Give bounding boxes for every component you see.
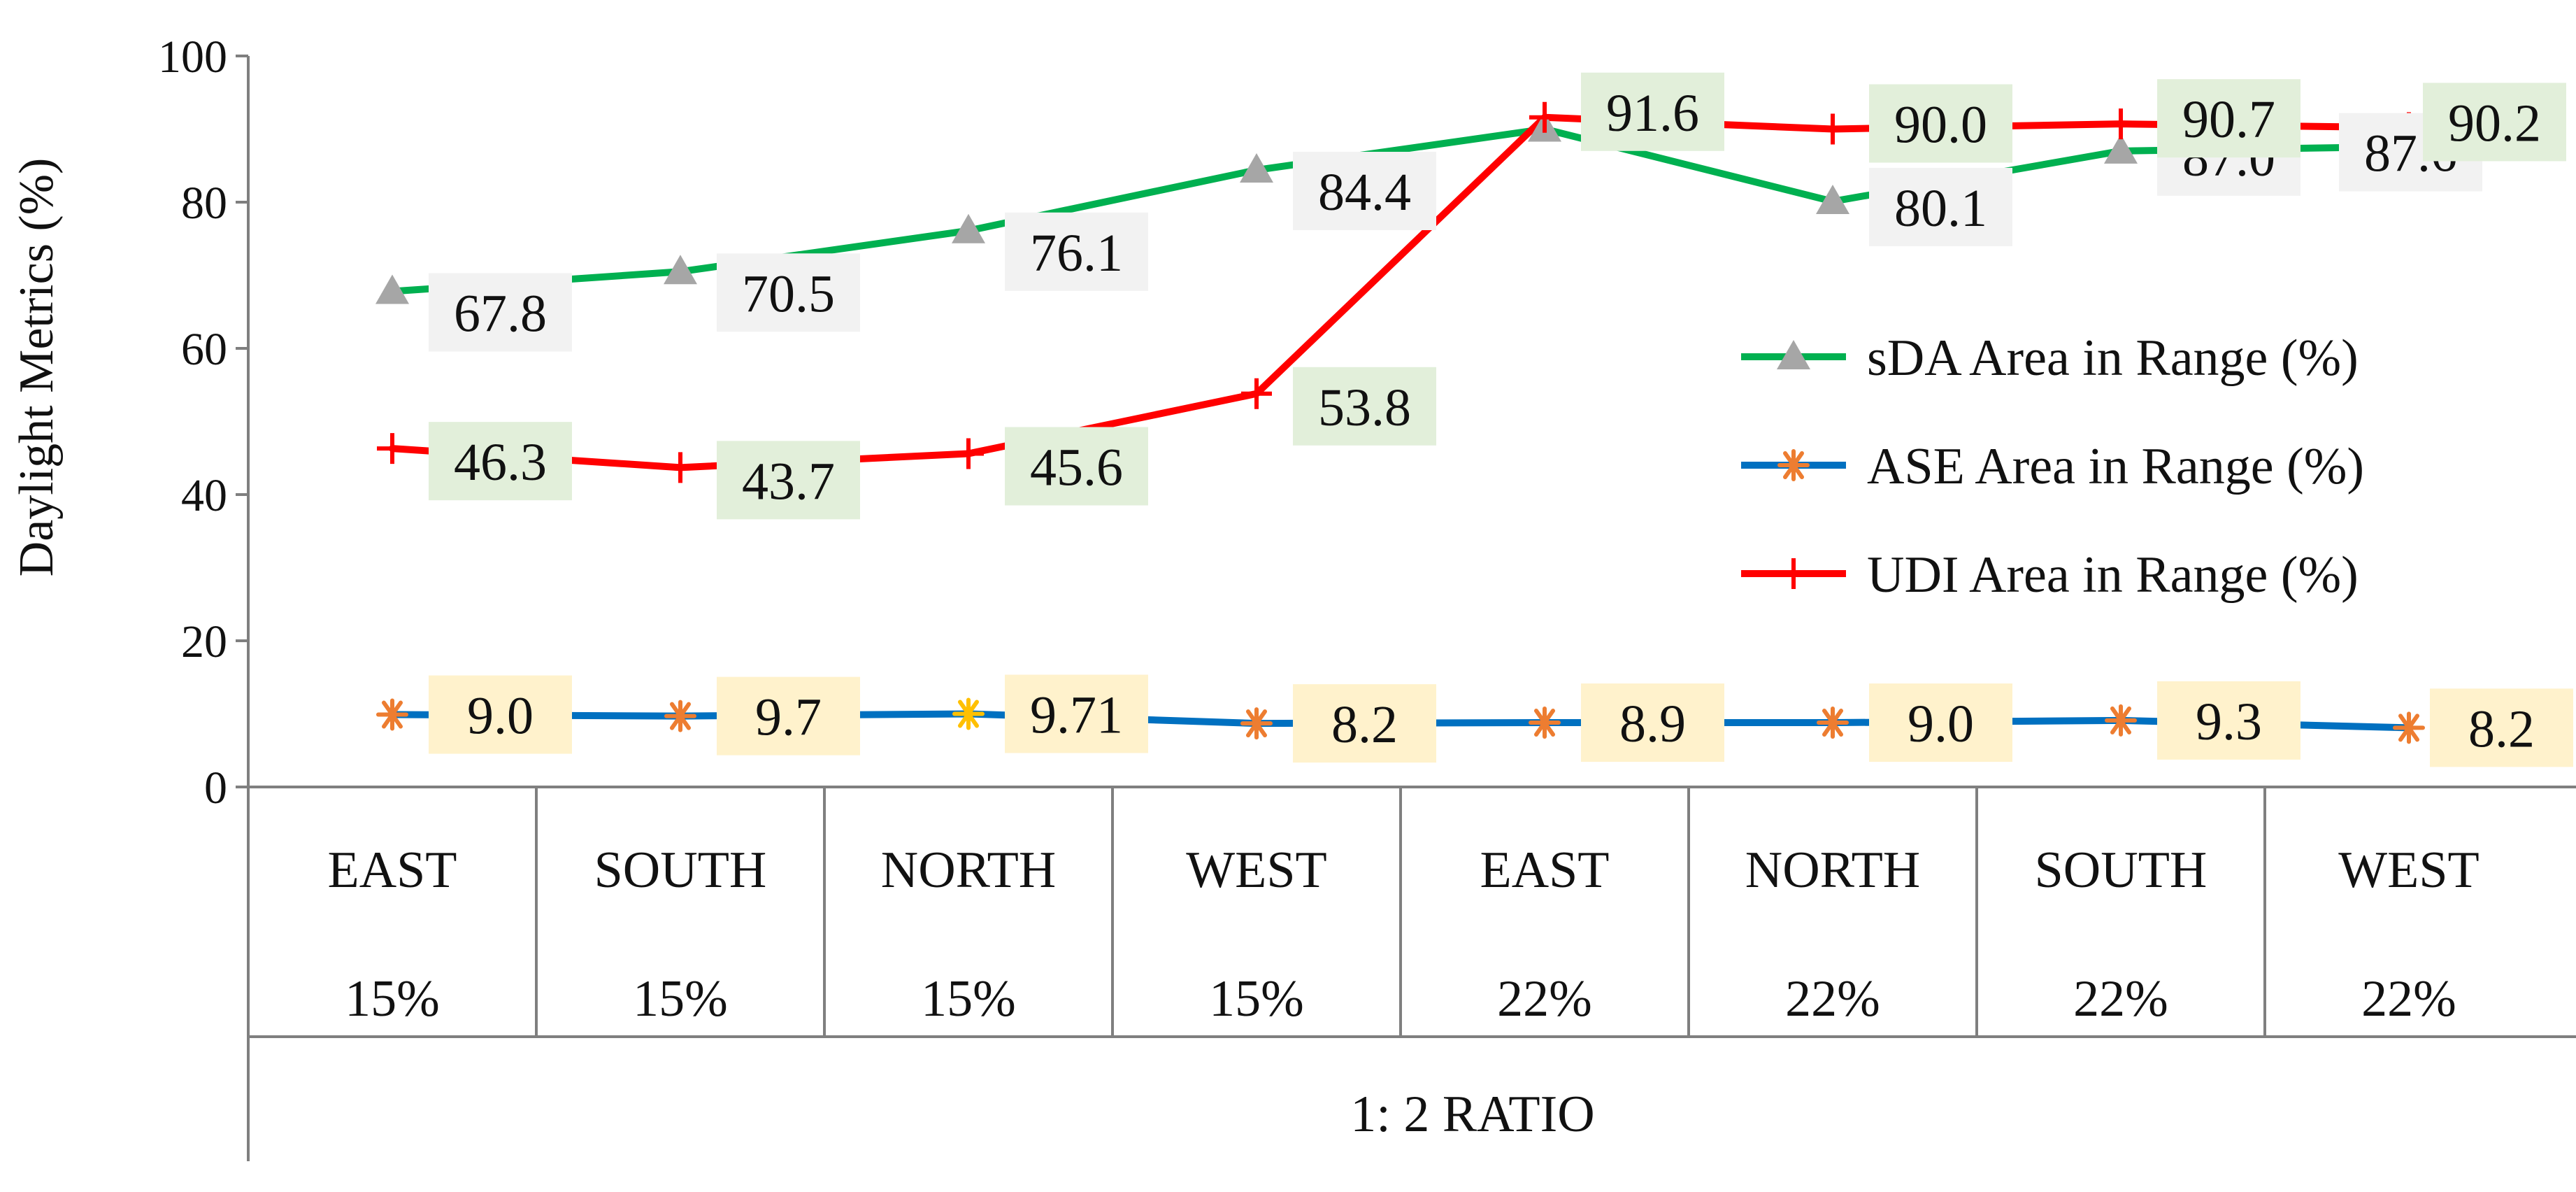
y-tick-label: 100 <box>158 31 227 83</box>
data-label: 8.2 <box>2430 688 2573 767</box>
svg-text:8.9: 8.9 <box>1619 695 1686 753</box>
category-label: SOUTH <box>2035 842 2208 899</box>
y-tick-label: 0 <box>204 762 227 814</box>
data-point-marker <box>2393 711 2425 744</box>
data-label: 46.3 <box>429 422 572 501</box>
svg-text:ASE Area in Range (%): ASE Area in Range (%) <box>1867 438 2364 495</box>
data-point-marker <box>1529 101 1560 133</box>
svg-text:46.3: 46.3 <box>454 433 547 492</box>
legend-entry: ASE Area in Range (%) <box>1741 438 2364 495</box>
svg-text:76.1: 76.1 <box>1030 224 1123 283</box>
data-point-marker <box>664 255 697 285</box>
data-point-marker <box>952 697 985 730</box>
svg-text:70.5: 70.5 <box>742 264 835 323</box>
category-label: WEST <box>1186 842 1326 899</box>
category-label: WEST <box>2338 842 2479 899</box>
group-label: 1: 2 RATIO <box>1350 1086 1594 1143</box>
category-sublabel: 15% <box>921 970 1016 1028</box>
data-label: 53.8 <box>1293 367 1436 446</box>
svg-text:45.6: 45.6 <box>1030 438 1123 497</box>
svg-text:sDA Area in Range (%): sDA Area in Range (%) <box>1867 329 2359 387</box>
y-tick-label: 80 <box>181 178 227 229</box>
data-label: 9.0 <box>1869 683 2012 762</box>
data-label: 91.6 <box>1581 72 1724 151</box>
y-axis-title: Daylight Metrics (%) <box>10 158 64 577</box>
svg-text:80.1: 80.1 <box>1894 179 1987 238</box>
data-point-marker <box>375 274 409 304</box>
category-sublabel: 22% <box>1785 970 1880 1028</box>
svg-text:90.0: 90.0 <box>1894 96 1987 155</box>
data-label: 9.0 <box>429 675 572 754</box>
legend-marker <box>1777 340 1810 369</box>
category-sublabel: 22% <box>2361 970 2456 1028</box>
data-point-marker <box>665 452 696 483</box>
data-point-marker <box>2104 134 2138 164</box>
data-point-marker <box>1816 184 1849 214</box>
category-label: EAST <box>328 842 457 899</box>
svg-text:9.0: 9.0 <box>467 687 534 746</box>
legend: sDA Area in Range (%) ASE Area in Range (… <box>1741 329 2364 604</box>
category-sublabel: 15% <box>345 970 440 1028</box>
category-sublabel: 15% <box>633 970 728 1028</box>
svg-text:9.7: 9.7 <box>755 688 822 747</box>
data-label: 8.9 <box>1581 683 1724 762</box>
data-point-marker <box>2105 704 2137 737</box>
svg-text:43.7: 43.7 <box>742 452 835 511</box>
data-label: 43.7 <box>717 441 860 520</box>
data-label: 8.2 <box>1293 684 1436 763</box>
svg-text:90.7: 90.7 <box>2182 90 2275 149</box>
svg-text:9.71: 9.71 <box>1030 686 1123 745</box>
category-label: SOUTH <box>594 842 767 899</box>
data-point-marker <box>1241 378 1272 409</box>
legend-entry: UDI Area in Range (%) <box>1741 546 2359 604</box>
data-point-marker <box>1240 153 1273 183</box>
y-tick-label: 60 <box>181 324 227 375</box>
data-label: 9.71 <box>1005 674 1148 753</box>
legend-marker <box>1778 558 1809 589</box>
data-point-marker <box>664 700 696 732</box>
svg-text:9.3: 9.3 <box>2196 693 2262 751</box>
legend-entry: sDA Area in Range (%) <box>1741 329 2359 387</box>
svg-text:91.6: 91.6 <box>1606 84 1699 143</box>
data-label: 9.7 <box>717 676 860 755</box>
data-label: 90.2 <box>2423 83 2566 162</box>
data-point-marker <box>1529 707 1561 739</box>
data-label: 76.1 <box>1005 212 1148 291</box>
data-point-marker <box>1817 113 1848 145</box>
data-label: 90.7 <box>2157 79 2300 158</box>
svg-text:67.8: 67.8 <box>454 284 547 343</box>
category-sublabel: 15% <box>1209 970 1304 1028</box>
data-label: 84.4 <box>1293 152 1436 231</box>
category-label: NORTH <box>881 842 1056 899</box>
data-label: 80.1 <box>1869 167 2012 246</box>
data-point-marker <box>376 698 408 731</box>
data-label: 45.6 <box>1005 427 1148 506</box>
svg-text:8.2: 8.2 <box>2468 700 2535 758</box>
svg-text:UDI Area in Range (%): UDI Area in Range (%) <box>1867 546 2359 604</box>
category-sublabel: 22% <box>2073 970 2168 1028</box>
data-label: 90.0 <box>1869 84 2012 163</box>
data-point-marker <box>1817 707 1849 739</box>
svg-text:9.0: 9.0 <box>1908 695 1974 753</box>
svg-text:8.2: 8.2 <box>1331 695 1398 754</box>
category-sublabel: 22% <box>1497 970 1592 1028</box>
data-label: 70.5 <box>717 253 860 332</box>
svg-text:53.8: 53.8 <box>1318 378 1411 437</box>
data-point-marker <box>952 213 985 243</box>
y-tick-label: 40 <box>181 470 227 521</box>
data-point-marker <box>377 433 408 464</box>
data-point-marker <box>1240 707 1273 740</box>
svg-text:84.4: 84.4 <box>1318 163 1411 222</box>
data-point-marker <box>953 438 984 469</box>
data-label: 9.3 <box>2157 681 2300 760</box>
data-label: 67.8 <box>429 273 572 352</box>
y-tick-label: 20 <box>181 616 227 667</box>
data-point-marker <box>2105 108 2136 140</box>
category-label: EAST <box>1480 842 1610 899</box>
svg-text:90.2: 90.2 <box>2448 94 2541 152</box>
category-label: NORTH <box>1745 842 1920 899</box>
legend-marker <box>1777 449 1810 481</box>
